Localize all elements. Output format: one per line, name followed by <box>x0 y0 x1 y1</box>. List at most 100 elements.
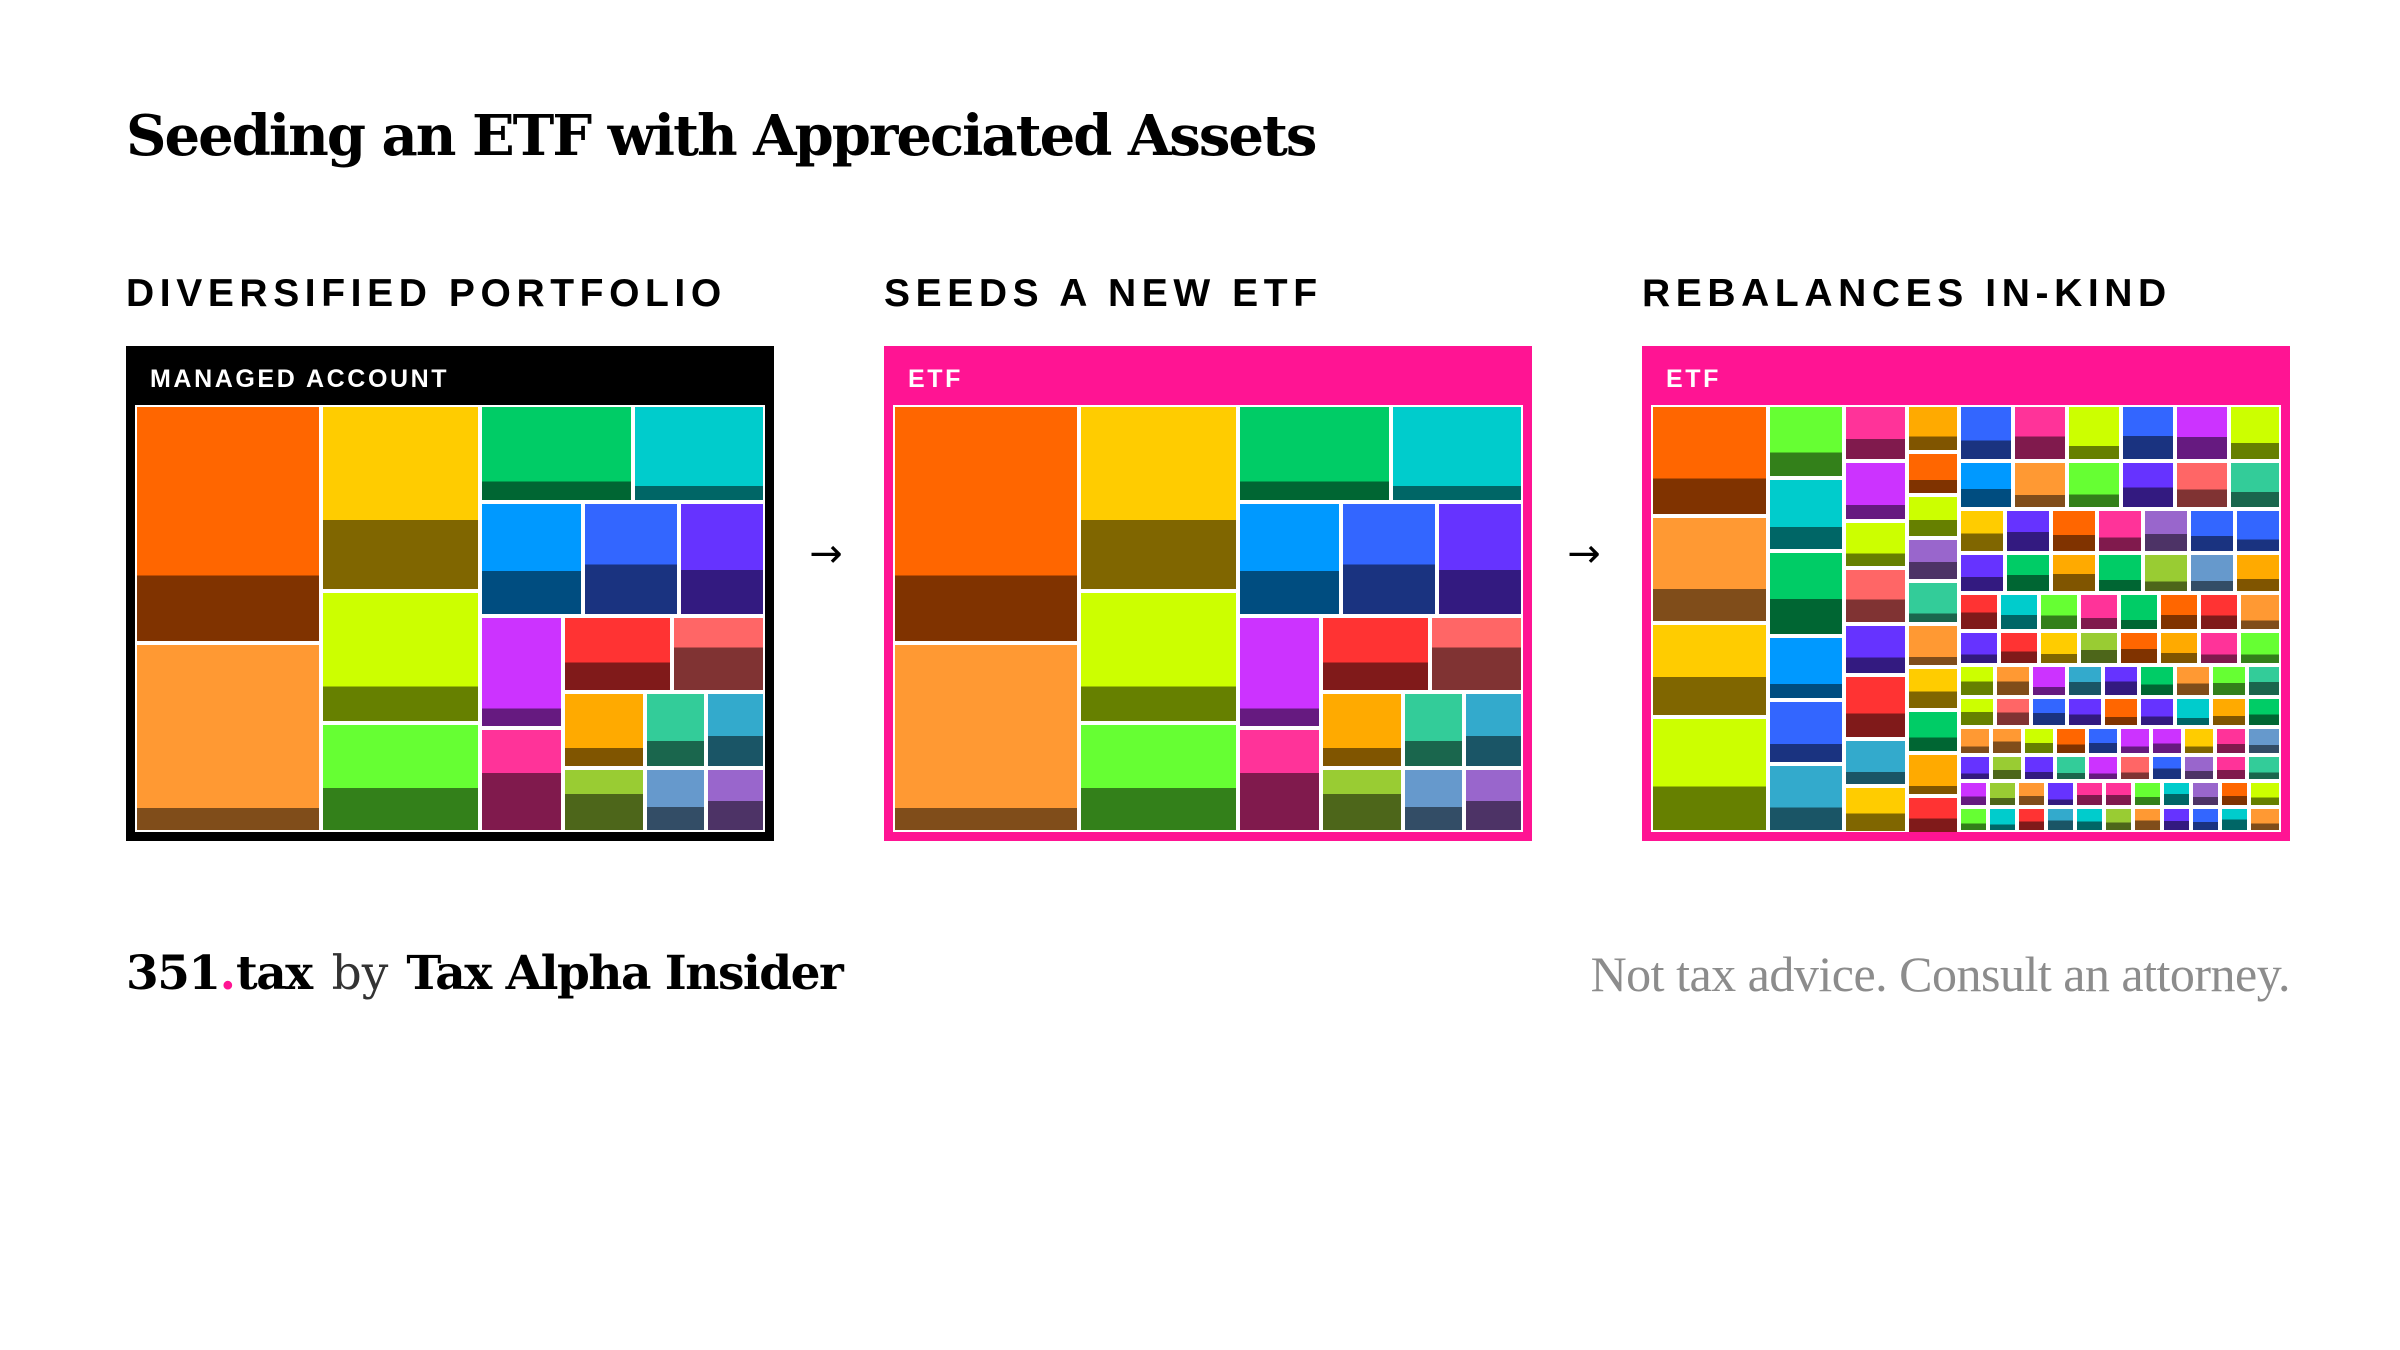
holding-tile <box>2121 757 2149 779</box>
holding-tile <box>2077 809 2102 830</box>
holding-tile <box>2231 407 2279 459</box>
holding-tile <box>585 504 677 614</box>
holding-tile <box>2251 783 2279 805</box>
holding-tile <box>2099 511 2141 551</box>
holding-tile <box>323 407 478 589</box>
holding-tile <box>1770 480 1842 549</box>
holding-tile <box>2177 407 2227 459</box>
holding-tile <box>1961 511 2003 551</box>
holding-tile <box>2161 595 2197 629</box>
holding-tile <box>635 407 763 500</box>
holding-tile <box>1432 618 1521 690</box>
holding-tile <box>1770 702 1842 762</box>
holding-tile <box>1770 766 1842 830</box>
holding-tile <box>895 645 1077 830</box>
holding-tile <box>2106 809 2131 830</box>
holding-tile <box>1909 669 1957 708</box>
holding-tile <box>1961 555 2003 591</box>
holding-tile <box>2249 729 2279 753</box>
holding-tile <box>2048 809 2073 830</box>
holding-tile <box>2249 699 2279 725</box>
holding-tile <box>2106 783 2131 805</box>
holding-tile <box>565 618 670 690</box>
holding-tile <box>2249 757 2279 779</box>
holding-tile <box>323 593 478 721</box>
holding-tile <box>2069 667 2101 695</box>
holding-tile <box>2135 809 2160 830</box>
holding-tile <box>565 694 643 766</box>
holding-tile <box>647 770 704 830</box>
holding-tile <box>1993 757 2021 779</box>
holding-tile <box>482 504 581 614</box>
holding-tile <box>2185 757 2213 779</box>
holding-tile <box>1993 729 2021 753</box>
holding-tile <box>2081 595 2117 629</box>
arrow-right-icon: → <box>809 531 843 577</box>
holding-tile <box>2123 407 2173 459</box>
holding-tile <box>323 725 478 830</box>
holding-tile <box>1323 770 1401 830</box>
holding-tile <box>2033 667 2065 695</box>
holding-tile <box>2177 463 2227 507</box>
holding-tile <box>2025 757 2053 779</box>
holding-tile <box>1439 504 1521 614</box>
holding-tile <box>2201 633 2237 663</box>
holding-tile <box>2222 809 2247 830</box>
holding-tile <box>2069 699 2101 725</box>
holding-tile <box>2241 633 2279 663</box>
holding-tile <box>1393 407 1521 500</box>
holding-tile <box>1909 626 1957 665</box>
arrow-right-icon: → <box>1567 531 1601 577</box>
seed-etf-treemap <box>893 405 1523 832</box>
holding-tile <box>482 618 561 726</box>
holding-tile <box>2145 555 2187 591</box>
holding-tile <box>1846 463 1905 519</box>
holding-tile <box>1846 788 1905 831</box>
holding-tile <box>2121 729 2149 753</box>
holding-tile <box>2123 463 2173 507</box>
holding-tile <box>1997 667 2029 695</box>
holding-tile <box>1405 770 1462 830</box>
holding-tile <box>2213 699 2245 725</box>
holding-tile <box>1770 553 1842 634</box>
holding-tile <box>2185 729 2213 753</box>
holding-tile <box>1343 504 1435 614</box>
holding-tile <box>2153 729 2181 753</box>
holding-tile <box>2153 757 2181 779</box>
holding-tile <box>2069 407 2119 459</box>
publisher-name: Tax Alpha Insider <box>406 946 844 1001</box>
holding-tile <box>2001 633 2037 663</box>
holding-tile <box>1240 407 1389 500</box>
holding-tile <box>482 730 561 830</box>
holding-tile <box>1846 741 1905 784</box>
holding-tile <box>1846 570 1905 622</box>
holding-tile <box>2057 757 2085 779</box>
holding-tile <box>1909 407 1957 450</box>
panel-label-diversified-portfolio: DIVERSIFIED PORTFOLIO <box>126 272 727 315</box>
holding-tile <box>708 694 763 766</box>
holding-tile <box>2217 729 2245 753</box>
portfolio-treemap <box>135 405 765 832</box>
holding-tile <box>2177 667 2209 695</box>
holding-tile <box>2033 699 2065 725</box>
managed-account-label: MANAGED ACCOUNT <box>150 365 450 393</box>
holding-tile <box>2081 633 2117 663</box>
holding-tile <box>2177 699 2209 725</box>
holding-tile <box>1961 757 1989 779</box>
holding-tile <box>1990 783 2015 805</box>
rebalanced-etf-treemap <box>1651 405 2281 832</box>
holding-tile <box>1909 540 1957 579</box>
holding-tile <box>1081 725 1236 830</box>
holding-tile <box>1240 504 1339 614</box>
holding-tile <box>2099 555 2141 591</box>
holding-tile <box>1909 497 1957 536</box>
holding-tile <box>2015 463 2065 507</box>
holding-tile <box>674 618 763 690</box>
holding-tile <box>1961 407 2011 459</box>
holding-tile <box>2057 729 2085 753</box>
holding-tile <box>2041 595 2077 629</box>
holding-tile <box>2089 757 2117 779</box>
holding-tile <box>2161 633 2197 663</box>
holding-tile <box>647 694 704 766</box>
holding-tile <box>2007 555 2049 591</box>
